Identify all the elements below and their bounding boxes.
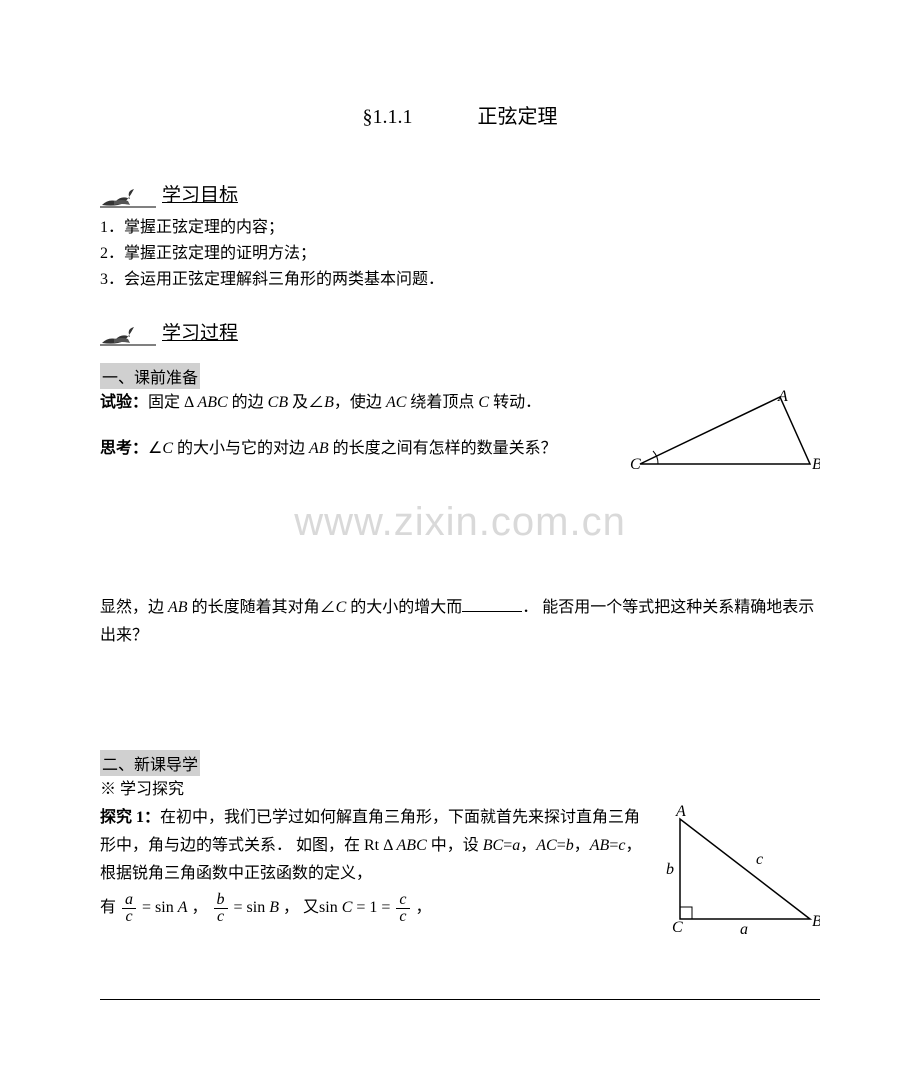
trial-label: 试验： bbox=[100, 394, 148, 411]
svg-text:c: c bbox=[756, 851, 763, 868]
observation-line: 显然，边 AB 的长度随着其对角∠C 的大小的增大而． 能否用一个等式把这种关系… bbox=[100, 594, 820, 650]
svg-text:B: B bbox=[812, 913, 820, 930]
frac-a-c: ac bbox=[122, 892, 136, 925]
heading-objectives: 学习目标 bbox=[100, 179, 820, 209]
heading-process-label: 学习过程 bbox=[162, 318, 238, 347]
footer-rule bbox=[100, 999, 820, 1000]
objective-2: 2．掌握正弦定理的证明方法； bbox=[100, 241, 820, 267]
svg-text:A: A bbox=[777, 389, 788, 405]
svg-text:C: C bbox=[630, 456, 641, 473]
trial-line: 试验：固定 Δ ABC 的边 CB 及∠B，使边 AC 绕着顶点 C 转动． bbox=[100, 389, 630, 417]
objective-1: 1．掌握正弦定理的内容； bbox=[100, 215, 820, 241]
explore-line2: 根据锐角三角函数中正弦函数的定义， bbox=[100, 860, 650, 888]
svg-text:B: B bbox=[812, 456, 820, 473]
svg-text:C: C bbox=[672, 919, 683, 936]
triangle-1-figure: A B C bbox=[630, 389, 820, 484]
sub-explore: ※ 学习探究 bbox=[100, 776, 820, 804]
triangle-2-figure: A B C b c a bbox=[660, 804, 820, 949]
title-text: 正弦定理 bbox=[478, 106, 558, 128]
frac-c-c: cc bbox=[396, 892, 409, 925]
book-quill-icon bbox=[100, 317, 156, 347]
blank-fill bbox=[462, 597, 522, 612]
subheading-prep: 一、课前准备 bbox=[100, 363, 200, 389]
explore-1: 探究 1：在初中，我们已学过如何解直角三角形，下面就首先来探讨直角三角形中，角与… bbox=[100, 804, 650, 860]
svg-text:A: A bbox=[675, 804, 686, 820]
heading-objectives-label: 学习目标 bbox=[162, 180, 238, 209]
objective-3: 3．会运用正弦定理解斜三角形的两类基本问题． bbox=[100, 267, 820, 293]
think-line: 思考：∠C 的大小与它的对边 AB 的长度之间有怎样的数量关系？ bbox=[100, 435, 630, 463]
equation-line: 有 ac = sin A ， bc = sin B ， 又sin C = 1 =… bbox=[100, 888, 650, 928]
subheading-new: 二、新课导学 bbox=[100, 750, 200, 776]
svg-text:b: b bbox=[666, 861, 674, 878]
explore-label: 探究 1： bbox=[100, 809, 160, 826]
page-title: §1.1.1 正弦定理 bbox=[100, 100, 820, 129]
svg-text:a: a bbox=[740, 921, 748, 938]
frac-b-c: bc bbox=[214, 892, 228, 925]
book-quill-icon bbox=[100, 179, 156, 209]
section-number: §1.1.1 bbox=[363, 106, 413, 128]
think-label: 思考： bbox=[100, 440, 148, 457]
heading-process: 学习过程 bbox=[100, 317, 820, 347]
